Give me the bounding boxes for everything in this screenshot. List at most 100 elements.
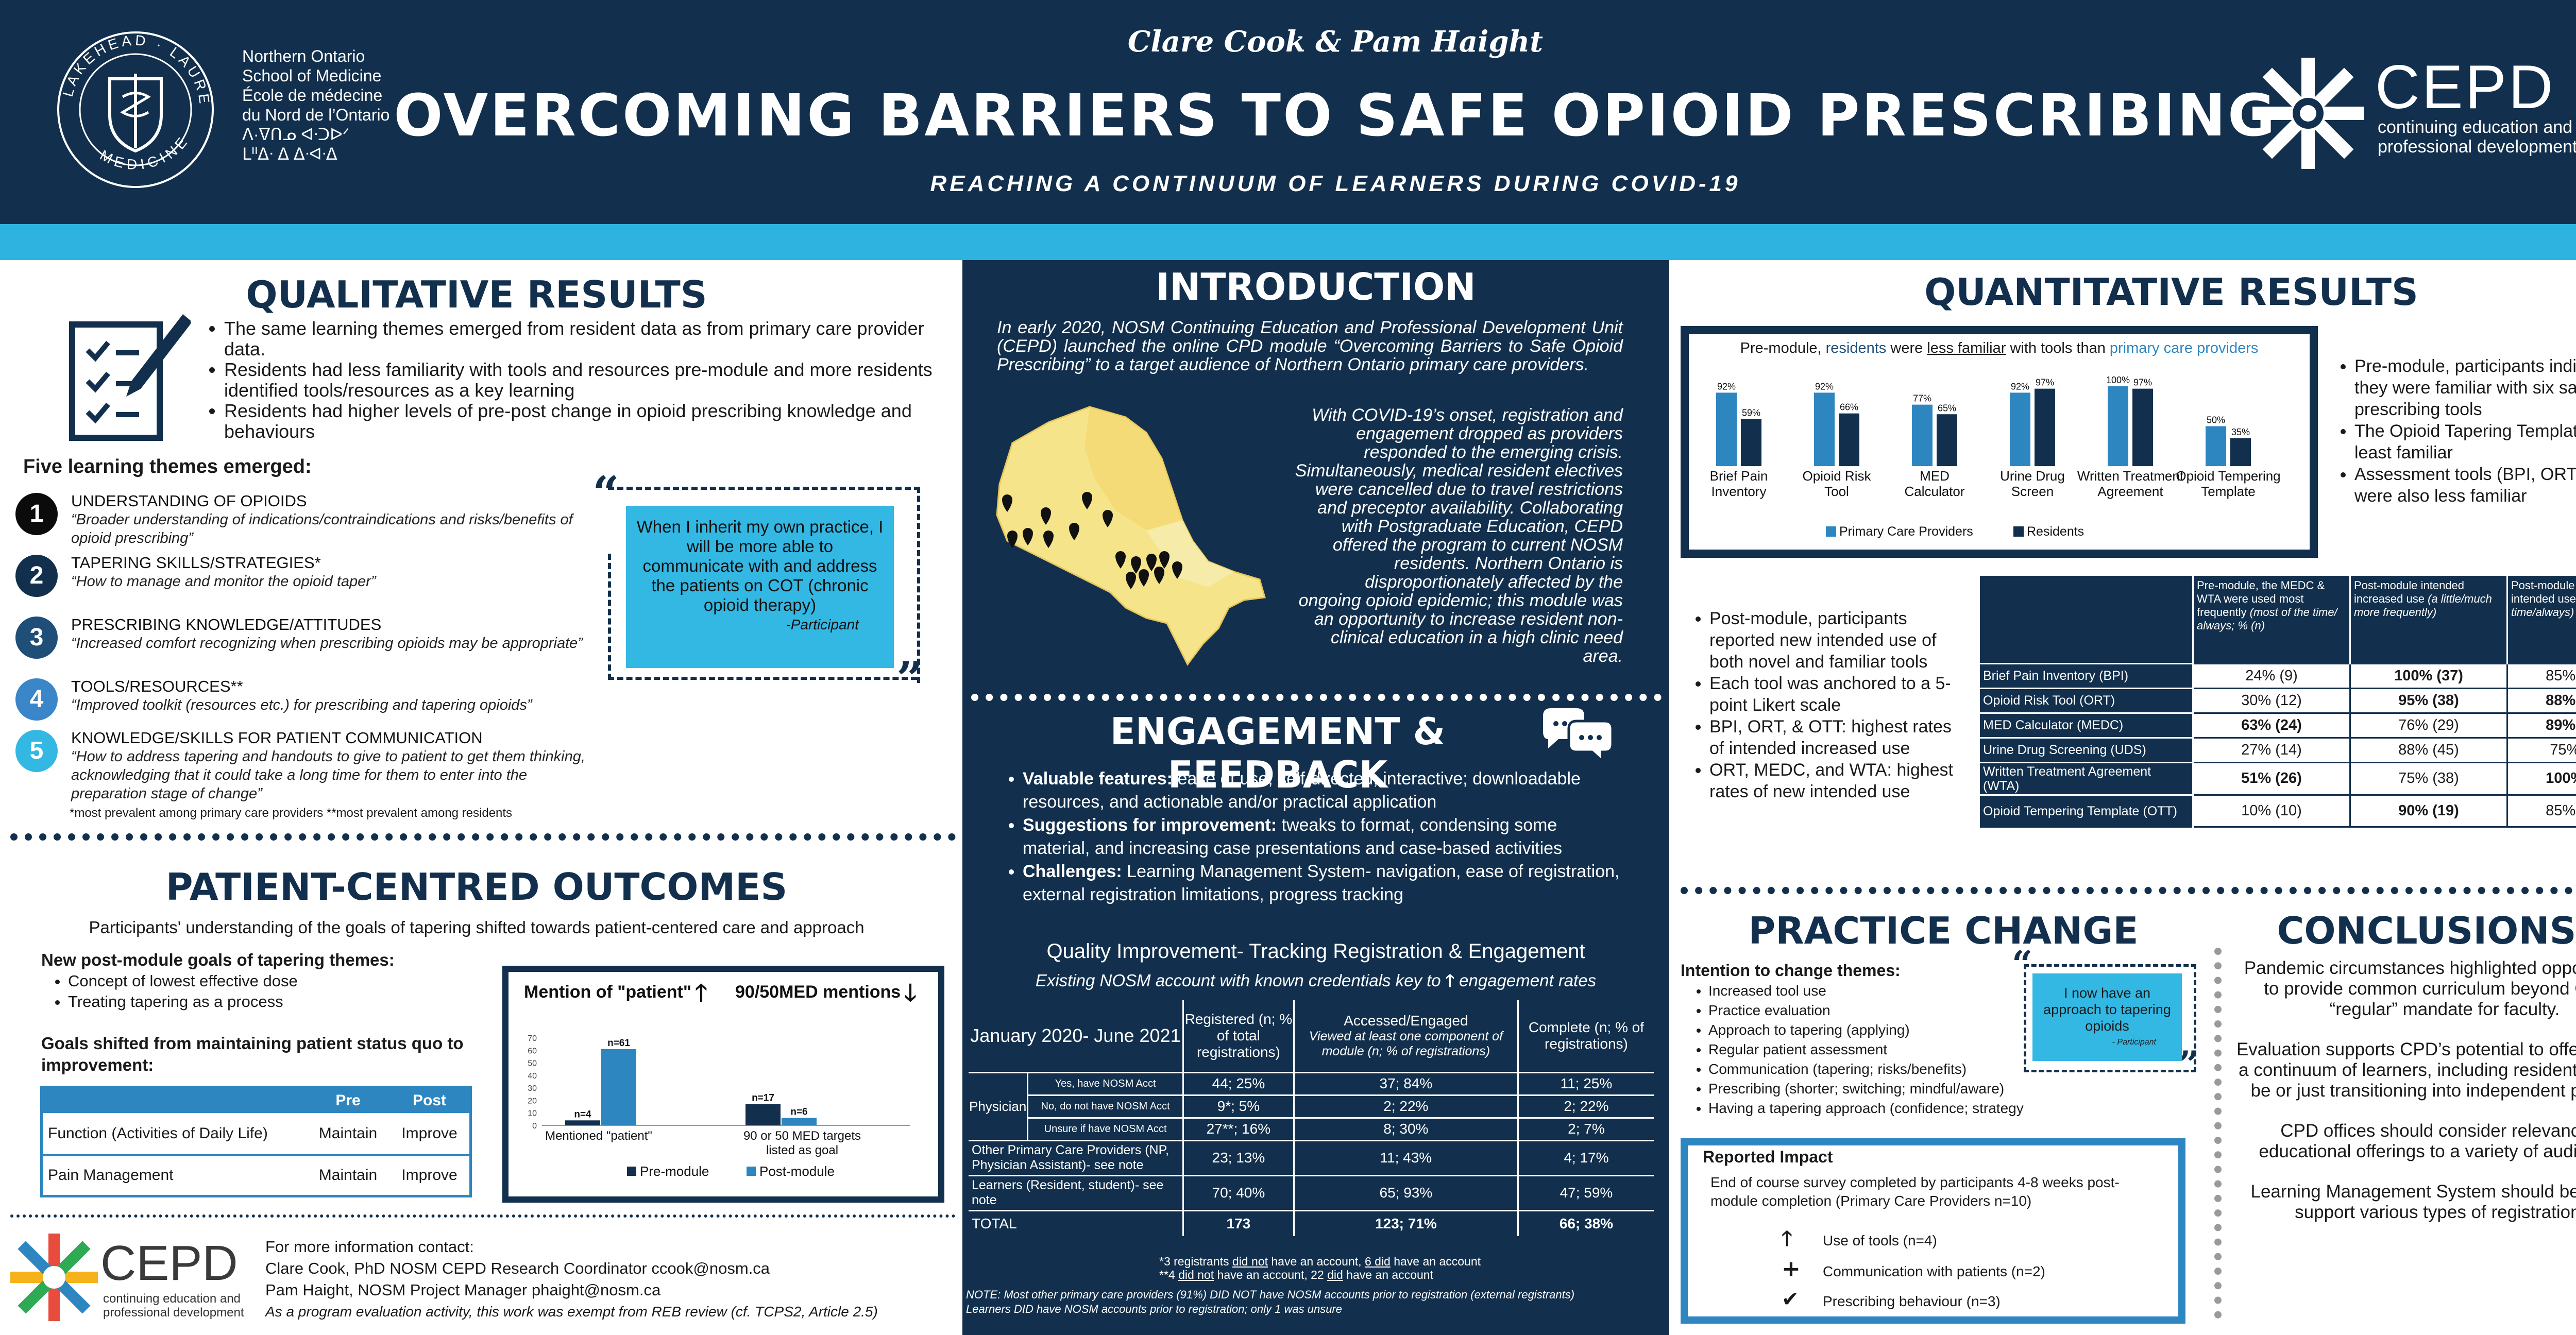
intent-item: Regular patient assessment [1708,1040,2136,1059]
table-cell: 37; 84% [1293,1071,1519,1096]
y-tick-label: 10 [528,1109,537,1118]
shift-heading: Goals shifted from maintaining patient s… [41,1034,464,1074]
bar-value-label: 77% [1913,393,1931,404]
cepd-color-logo [10,1234,98,1321]
footnote-part: did not [1178,1268,1214,1281]
table-row: Brief Pain Inventory (BPI) 24% (9) 100% (3… [1980,662,2576,689]
nosm-line: École de médecine [242,86,383,105]
contact-divider [10,1214,956,1218]
open-quote-icon: “ [2012,943,2033,985]
conclusion-para: Evaluation supports CPD’s potential to o… [2236,1039,2576,1101]
table-cell: 65; 93% [1293,1174,1519,1211]
theme-item: 2 TAPERING SKILLS/STRATEGIES* “How to ma… [15,554,598,615]
contact-logo-word: CEPD [100,1236,238,1291]
caption-part: less familiar [1927,340,2006,356]
category-label: Template [2201,484,2256,499]
plus-icon: + [1782,1256,1801,1282]
theme-item: 1 UNDERSTANDING OF OPIOIDS “Broader unde… [15,492,598,554]
bar-value-label: 59% [1742,408,1760,418]
table-cell: 2; 7% [1517,1117,1654,1141]
header-em: (most of the time/always) [2511,606,2574,619]
bullet: BPI, ORT, & OTT: highest rates of intend… [1709,716,1962,759]
theme-number: 1 [15,493,58,535]
table-cell: 100% (3) [2506,761,2576,796]
table-cell: 4; 17% [1517,1139,1654,1176]
y-tick-label: 0 [532,1122,537,1131]
table-header [42,1087,307,1113]
table-cell: 66; 38% [1517,1209,1654,1236]
tool-name-cell: Urine Drug Screening (UDS) [1980,737,2194,762]
poster-header [0,0,2576,224]
table-row: No, do not have NOSM Acct 9*; 5% 2; 22% … [969,1094,1654,1119]
theme-title: KNOWLEDGE/SKILLS FOR PATIENT COMMUNICATI… [71,729,483,747]
vertical-divider [2214,948,2222,1319]
table-cell: 11; 25% [1517,1071,1654,1096]
quantitative-heading: QUANTITATIVE RESULTS [1924,270,2418,314]
table-cell: 76% (29) [2349,712,2508,739]
intro-paragraph-2: With COVID-19’s onset, registration and … [1211,406,1623,665]
table-cell: 75% (3) [2506,737,2576,763]
patient-heading: PATIENT-CENTRED OUTCOMES [165,865,788,909]
table-cell: Improve [401,1167,457,1184]
map-pin-icons [1002,492,1182,589]
category-label: 90 or 50 MED targets [743,1129,861,1143]
qi-sub-part: Existing NOSM account with known credent… [1035,971,1441,990]
registration-table: January 2020- June 2021 Registered (n; %… [969,1000,1654,1236]
table-cell: 11; 43% [1293,1139,1519,1176]
practice-heading: PRACTICE CHANGE [1748,909,2139,952]
y-tick-label: 30 [528,1084,537,1093]
table-header: Accessed/Engaged Viewed at least one com… [1293,1000,1519,1073]
familiarity-chart-frame [1681,326,2318,558]
intro-line: area. [1583,646,1623,666]
introduction-heading: INTRODUCTION [1156,265,1476,309]
footnote-part: have an account [1390,1255,1481,1268]
close-quote-icon: ” [896,652,923,706]
nosm-name-block: Northern Ontario School of Medicine Écol… [242,46,389,164]
impact-item: 🡑 Use of tools (n=4) [1782,1225,2045,1255]
intent-item: Having a tapering approach (confidence; … [1708,1099,2136,1118]
intro-line: responded to the emerging crisis. [1364,442,1623,462]
footnote-part: 6 did [1364,1255,1391,1268]
theme-quote: “How to address tapering and handouts to… [71,748,585,802]
bullet-text: tweaks to format, condensing some materi… [1023,815,1563,858]
intent-list: Increased tool use Practice evaluation A… [1683,981,2136,1118]
category-label: Mentioned "patient" [545,1129,652,1143]
checklist-pencil-icon [69,314,191,441]
table-cell: 27% (14) [2192,737,2351,763]
open-quote-icon: “ [592,466,619,521]
table-header: January 2020- June 2021 [969,1000,1184,1073]
intro-line: Simultaneously, medical resident electiv… [1295,461,1623,481]
quote-text: When I inherit my own practice, I will b… [636,517,884,614]
header-main: Pre-module, the MEDC & WTA were used mos… [2197,579,2325,619]
tool-name-cell: Brief Pain Inventory (BPI) [1980,662,2194,688]
intent-item: Practice evaluation [1708,1001,2136,1020]
bar [745,1104,781,1125]
footnote-part: have an account [1343,1268,1433,1281]
note-line: NOTE: Most other primary care providers … [966,1288,1575,1301]
theme-item: 4 TOOLS/RESOURCES** “Improved toolkit (r… [15,677,598,729]
ontario-map [996,406,1266,666]
intro-line: with Postgraduate Education, CEPD [1341,517,1623,536]
nosm-line: ᒪᐦᐃᐧ ᐃ ᐃᐧᐊᐧᐃ [242,145,337,163]
bullet: Residents had higher levels of pre-post … [224,401,945,442]
cepd-tagline-line: continuing education and [2378,117,2573,137]
table-header: Complete (n; % of registrations) [1517,1000,1654,1073]
bullet-label: Challenges: [1023,862,1122,881]
contact-logo-tagline: continuing education and professional de… [103,1292,244,1320]
table-row: Pain Management Maintain Improve [42,1155,471,1196]
header-main: Post-module intended increased use [2354,579,2465,605]
theme-quote: “How to manage and monitor the opioid ta… [71,573,376,590]
table-header: Post-module new intended use (most of th… [2507,576,2576,663]
patient-chart-frame [502,966,944,1203]
caption-part: were [1886,340,1927,356]
bar-value-label: 92% [1815,381,1834,391]
chart-bars: n=4 n=61 n=17 n=6 [565,1038,817,1125]
contact-line: Pam Haight, NOSM Project Manager phaight… [265,1281,661,1299]
themes-footnote: *most prevalent among primary care provi… [70,806,513,820]
contact-line: As a program evaluation activity, this w… [265,1304,878,1320]
table-cell: 75% (38) [2349,761,2508,796]
tool-name-cell: Opioid Tempering Template (OTT) [1980,794,2194,827]
bar [2230,438,2251,466]
section-divider [1681,887,2576,894]
